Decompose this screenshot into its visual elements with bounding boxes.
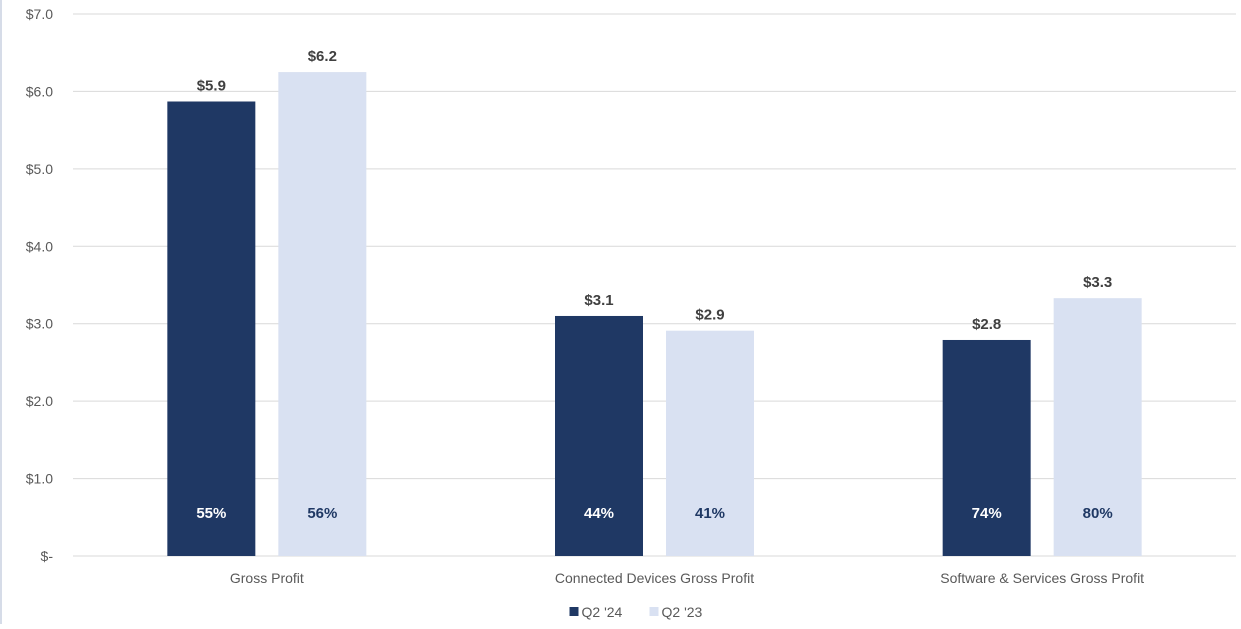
y-tick-label: $7.0 bbox=[26, 6, 53, 22]
bar bbox=[278, 72, 367, 557]
bar bbox=[666, 330, 754, 556]
y-tick-label: $- bbox=[41, 548, 54, 564]
left-edge-rule bbox=[0, 0, 2, 624]
bar-value-label: $3.1 bbox=[584, 292, 613, 309]
y-tick-label: $2.0 bbox=[26, 393, 53, 409]
bar bbox=[942, 339, 1031, 556]
bar-margin-label: 56% bbox=[307, 505, 337, 522]
bar bbox=[167, 101, 256, 556]
x-category-label: Connected Devices Gross Profit bbox=[555, 570, 754, 586]
y-tick-label: $4.0 bbox=[26, 238, 53, 254]
bar-margin-label: 41% bbox=[695, 505, 725, 522]
bar-margin-label: 74% bbox=[972, 505, 1002, 522]
y-tick-label: $3.0 bbox=[26, 316, 53, 332]
legend-swatch bbox=[569, 607, 579, 616]
bar-value-label: $3.3 bbox=[1083, 274, 1112, 291]
x-category-label: Software & Services Gross Profit bbox=[940, 570, 1144, 586]
x-category-label: Gross Profit bbox=[230, 570, 304, 586]
legend-label: Q2 '23 bbox=[662, 604, 703, 620]
bar-value-label: $6.2 bbox=[308, 48, 337, 65]
legend-swatch bbox=[649, 607, 659, 616]
bar-value-label: $2.8 bbox=[972, 316, 1001, 333]
bar-margin-label: 55% bbox=[196, 505, 226, 522]
bar bbox=[555, 315, 643, 556]
bar-value-label: $5.9 bbox=[197, 77, 226, 94]
legend-label: Q2 '24 bbox=[582, 604, 623, 620]
bar bbox=[1053, 298, 1142, 556]
y-tick-label: $5.0 bbox=[26, 161, 53, 177]
bar-margin-label: 80% bbox=[1083, 505, 1113, 522]
bar-value-label: $2.9 bbox=[695, 307, 724, 324]
y-tick-label: $1.0 bbox=[26, 471, 53, 487]
bar-margin-label: 44% bbox=[584, 505, 614, 522]
y-tick-label: $6.0 bbox=[26, 83, 53, 99]
